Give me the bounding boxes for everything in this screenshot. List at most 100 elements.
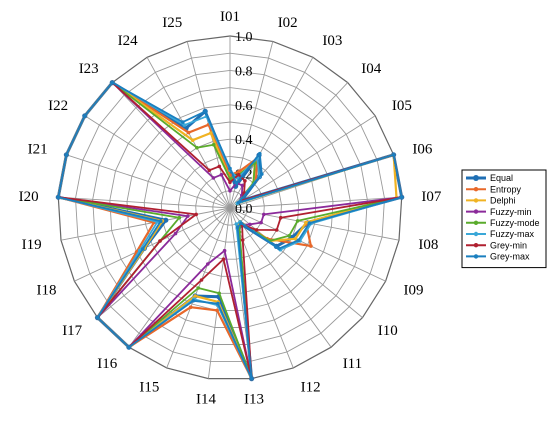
legend-item: Grey-min <box>466 240 527 250</box>
category-label: I14 <box>196 391 216 407</box>
data-point <box>277 246 281 251</box>
category-label: I21 <box>28 142 48 158</box>
legend-box <box>461 169 547 269</box>
category-label: I09 <box>404 283 424 299</box>
grid-ring <box>143 121 317 294</box>
data-point <box>307 221 312 225</box>
data-point <box>391 153 396 157</box>
grid-spoke <box>229 57 314 209</box>
data-point <box>186 214 190 218</box>
grid-spoke <box>84 115 231 209</box>
legend-item: Fuzzy-min <box>466 207 532 217</box>
data-point <box>234 222 239 226</box>
data-point <box>217 164 222 169</box>
data-point <box>228 180 232 184</box>
data-point <box>222 248 227 253</box>
legend-marker <box>473 220 479 225</box>
legend-item: Fuzzy-mode <box>466 218 540 228</box>
data-point <box>173 231 178 236</box>
category-label: I03 <box>322 33 342 49</box>
radial-tick-label: 0.4 <box>235 133 253 148</box>
data-point <box>193 294 197 298</box>
data-point <box>195 145 199 150</box>
radial-tick-label: 0.6 <box>235 99 253 114</box>
legend-item: Equal <box>466 173 513 183</box>
data-point <box>177 215 182 220</box>
data-point <box>196 286 201 290</box>
category-label: I16 <box>97 356 117 372</box>
data-point <box>110 80 115 85</box>
series-grey-max <box>56 80 404 381</box>
data-point <box>259 220 263 225</box>
data-point <box>211 142 216 147</box>
data-point <box>216 301 220 306</box>
grid-spoke <box>229 207 400 241</box>
data-point <box>243 179 247 183</box>
category-label: I24 <box>118 33 138 49</box>
category-label: I23 <box>79 61 99 77</box>
data-point <box>293 237 298 241</box>
data-point <box>207 168 212 173</box>
data-point <box>228 189 232 193</box>
legend-item: Fuzzy-max <box>466 229 535 239</box>
data-point <box>199 278 204 282</box>
data-point <box>56 195 61 199</box>
category-label: I02 <box>278 15 298 31</box>
legend-label: Grey-max <box>490 252 530 262</box>
category-label: I18 <box>37 283 57 299</box>
grid-spoke <box>66 154 231 209</box>
category-label: I05 <box>392 98 412 114</box>
data-point <box>163 217 169 223</box>
data-point <box>194 212 198 217</box>
data-point <box>295 219 300 223</box>
category-label: I06 <box>412 142 432 158</box>
grid-spoke <box>58 196 231 209</box>
data-point <box>190 138 195 142</box>
legend-label: Fuzzy-mode <box>490 218 540 228</box>
data-point <box>215 308 219 313</box>
category-label: I08 <box>418 237 438 253</box>
grid-spoke <box>111 82 231 209</box>
data-point <box>296 238 301 242</box>
grid-ring <box>75 52 385 363</box>
data-point <box>236 172 241 177</box>
category-label: I15 <box>139 379 159 395</box>
legend-label: Entropy <box>490 184 522 194</box>
legend-item: Entropy <box>466 184 522 194</box>
category-label: I12 <box>301 379 321 395</box>
data-point <box>83 114 87 118</box>
series-lines <box>55 80 405 382</box>
legend-marker <box>473 209 479 214</box>
grid-spoke <box>128 207 231 348</box>
grid-spoke <box>229 207 363 318</box>
data-point <box>141 247 145 251</box>
grid-spoke <box>229 196 402 209</box>
grid-spoke <box>229 207 332 348</box>
data-point <box>399 195 404 199</box>
category-label: I11 <box>343 356 362 372</box>
data-point <box>249 376 254 381</box>
data-point <box>127 345 131 350</box>
grid-ring <box>126 104 334 311</box>
grid-spoke <box>74 207 231 282</box>
data-point <box>254 228 259 232</box>
data-point <box>260 172 264 176</box>
category-label: I04 <box>361 61 381 77</box>
category-label: I13 <box>244 391 264 407</box>
legend-item: Grey-max <box>466 252 530 262</box>
grid-spoke <box>97 207 231 318</box>
category-label: I07 <box>421 189 441 205</box>
data-point <box>209 131 213 135</box>
data-point <box>158 239 162 243</box>
category-label: I25 <box>162 15 182 31</box>
radial-tick-label: 0.8 <box>235 64 253 79</box>
data-point <box>248 222 252 227</box>
data-point <box>181 120 185 124</box>
data-point <box>236 200 241 205</box>
data-point <box>191 299 196 303</box>
legend-label: Fuzzy-min <box>490 207 532 217</box>
legend-label: Equal <box>490 173 513 183</box>
data-point <box>239 221 243 226</box>
legend-marker <box>473 254 479 259</box>
